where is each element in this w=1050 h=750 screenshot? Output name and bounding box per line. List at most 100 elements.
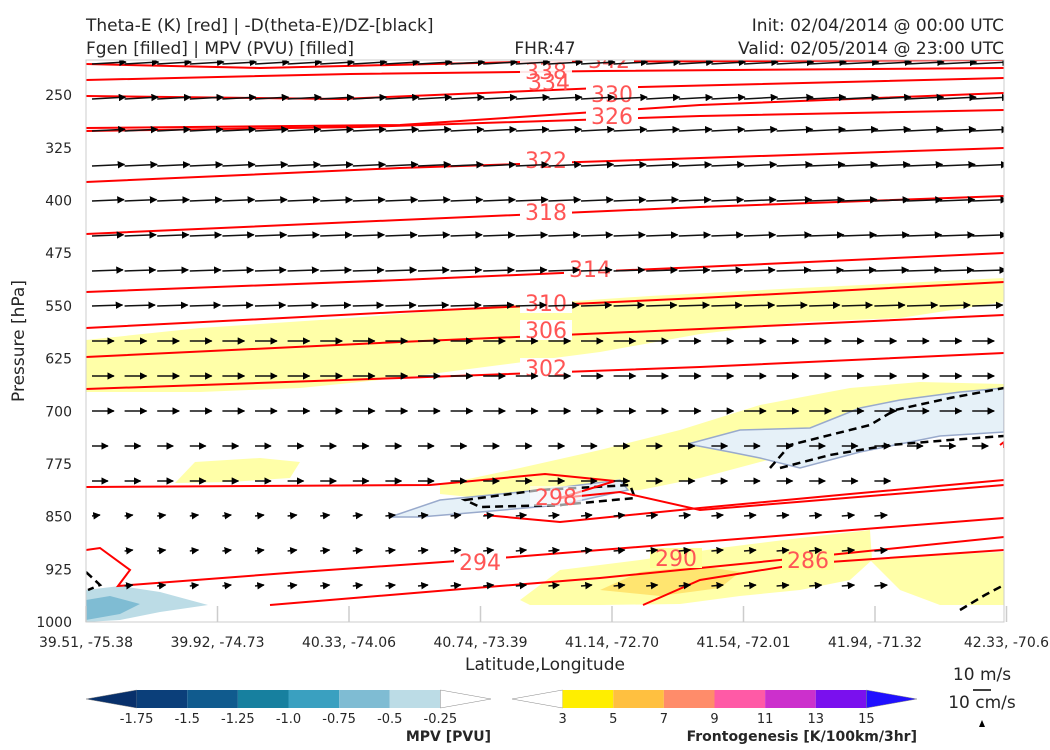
wind-vector: [222, 161, 256, 169]
wind-vector: [548, 581, 560, 590]
wind-vector: [515, 125, 550, 134]
wind-vector: [548, 231, 581, 239]
quiver-key-horizontal-label: 10 m/s: [953, 665, 1011, 685]
wind-vector: [711, 161, 745, 169]
x-tick-label: 41.94, -71.32: [828, 635, 922, 651]
wind-vector: [874, 546, 888, 555]
wind-vector: [450, 93, 485, 102]
wind-vector: [157, 196, 190, 204]
wind-vector: [874, 511, 888, 520]
wind-vector: [580, 125, 615, 134]
wind-vector: [776, 196, 813, 204]
y-axis: 250 325 400 475 550 625 700 775 850 925 1000: [36, 88, 72, 631]
y-tick-label: 475: [45, 246, 72, 262]
x-axis-label: Latitude,Longitude: [465, 655, 625, 675]
wind-vector: [874, 93, 912, 102]
theta-e-label: 290: [655, 547, 697, 572]
wind-vector: [939, 93, 977, 102]
wind-vector: [417, 266, 450, 274]
wind-vector: [711, 511, 724, 520]
y-tick-label: 775: [45, 457, 72, 473]
wind-vector: [352, 125, 387, 134]
plot-frame: [85, 59, 1005, 623]
wind-vector: [841, 511, 856, 520]
wind-vector: [646, 125, 680, 134]
wind-vector: [320, 125, 354, 134]
wind-vector: [939, 231, 975, 239]
wind-quiver-key: 10 m/s 10 cm/s: [948, 665, 1016, 727]
wind-vector: [417, 161, 452, 169]
wind-vector: [580, 301, 613, 310]
wind-vector: [646, 266, 678, 274]
wind-vector: [776, 581, 790, 590]
wind-vector: [711, 546, 724, 555]
wind-vector: [841, 160, 879, 169]
wind-vector: [222, 512, 232, 520]
wind-vector: [711, 581, 724, 590]
wind-vector: [906, 266, 942, 274]
y-tick-label: 250: [45, 88, 72, 104]
wind-vector: [646, 161, 680, 169]
wind-vector: [580, 581, 593, 590]
wind-vector: [809, 301, 841, 310]
wind-vector: [385, 301, 417, 310]
wind-vector: [157, 266, 189, 274]
wind-vector: [450, 546, 462, 555]
wind-vector: [776, 93, 814, 102]
wind-vector: [548, 301, 580, 310]
wind-vector: [483, 301, 515, 310]
wind-vector: [548, 266, 581, 274]
wind-vector: [417, 511, 429, 520]
theta-e-label: 298: [535, 486, 577, 511]
wind-vector: [548, 93, 583, 102]
fgen-fill-right-edge: [870, 552, 1004, 605]
wind-vector: [287, 161, 321, 169]
wind-vector: [320, 231, 353, 239]
y-tick-label: 700: [45, 404, 72, 420]
wind-vector: [320, 301, 352, 310]
wind-vector: [743, 60, 779, 67]
wind-vector: [124, 266, 157, 274]
wind-vector: [809, 160, 846, 169]
wind-vector: [515, 93, 551, 102]
stability-contour-lower-right: [959, 583, 1004, 612]
wind-vector: [287, 512, 298, 520]
theta-e-label: 334: [528, 71, 570, 96]
wind-vector: [189, 125, 224, 134]
wind-vector: [320, 196, 353, 204]
colorbar-tick-label: 11: [757, 712, 774, 727]
mpv-colorbar-title: MPV [PVU]: [406, 729, 491, 745]
wind-vector: [157, 231, 190, 239]
y-tick-label: 325: [45, 141, 72, 157]
colorbar-tick-label: 13: [807, 712, 824, 727]
wind-vector: [483, 546, 495, 555]
wind-vector: [222, 582, 232, 590]
wind-vector: [483, 231, 516, 239]
wind-vector: [483, 266, 515, 274]
wind-vector: [320, 266, 352, 274]
wind-vector: [776, 60, 815, 67]
wind-vector: [678, 511, 692, 520]
y-tick-label: 550: [45, 299, 72, 315]
wind-vector: [450, 161, 484, 169]
wind-vector: [613, 581, 626, 590]
wind-vector: [646, 196, 679, 204]
wind-vector: [743, 301, 776, 310]
wind-vector: [385, 581, 396, 590]
y-axis-label: Pressure [hPa]: [9, 280, 29, 402]
wind-vector: [678, 161, 713, 169]
wind-vector: [254, 196, 288, 204]
wind-vector: [124, 60, 160, 67]
y-tick-label: 400: [45, 194, 72, 210]
wind-vector: [352, 511, 364, 520]
wind-vector: [352, 231, 386, 239]
wind-vector: [222, 125, 257, 134]
wind-vector: [254, 231, 288, 239]
wind-vector: [91, 266, 124, 274]
wind-vector: [743, 511, 757, 520]
wind-vector: [515, 546, 528, 555]
wind-vector: [743, 266, 776, 274]
wind-vector: [548, 511, 560, 520]
wind-vector: [254, 266, 287, 274]
quiver-key-vertical-label: 10 cm/s: [948, 693, 1016, 713]
